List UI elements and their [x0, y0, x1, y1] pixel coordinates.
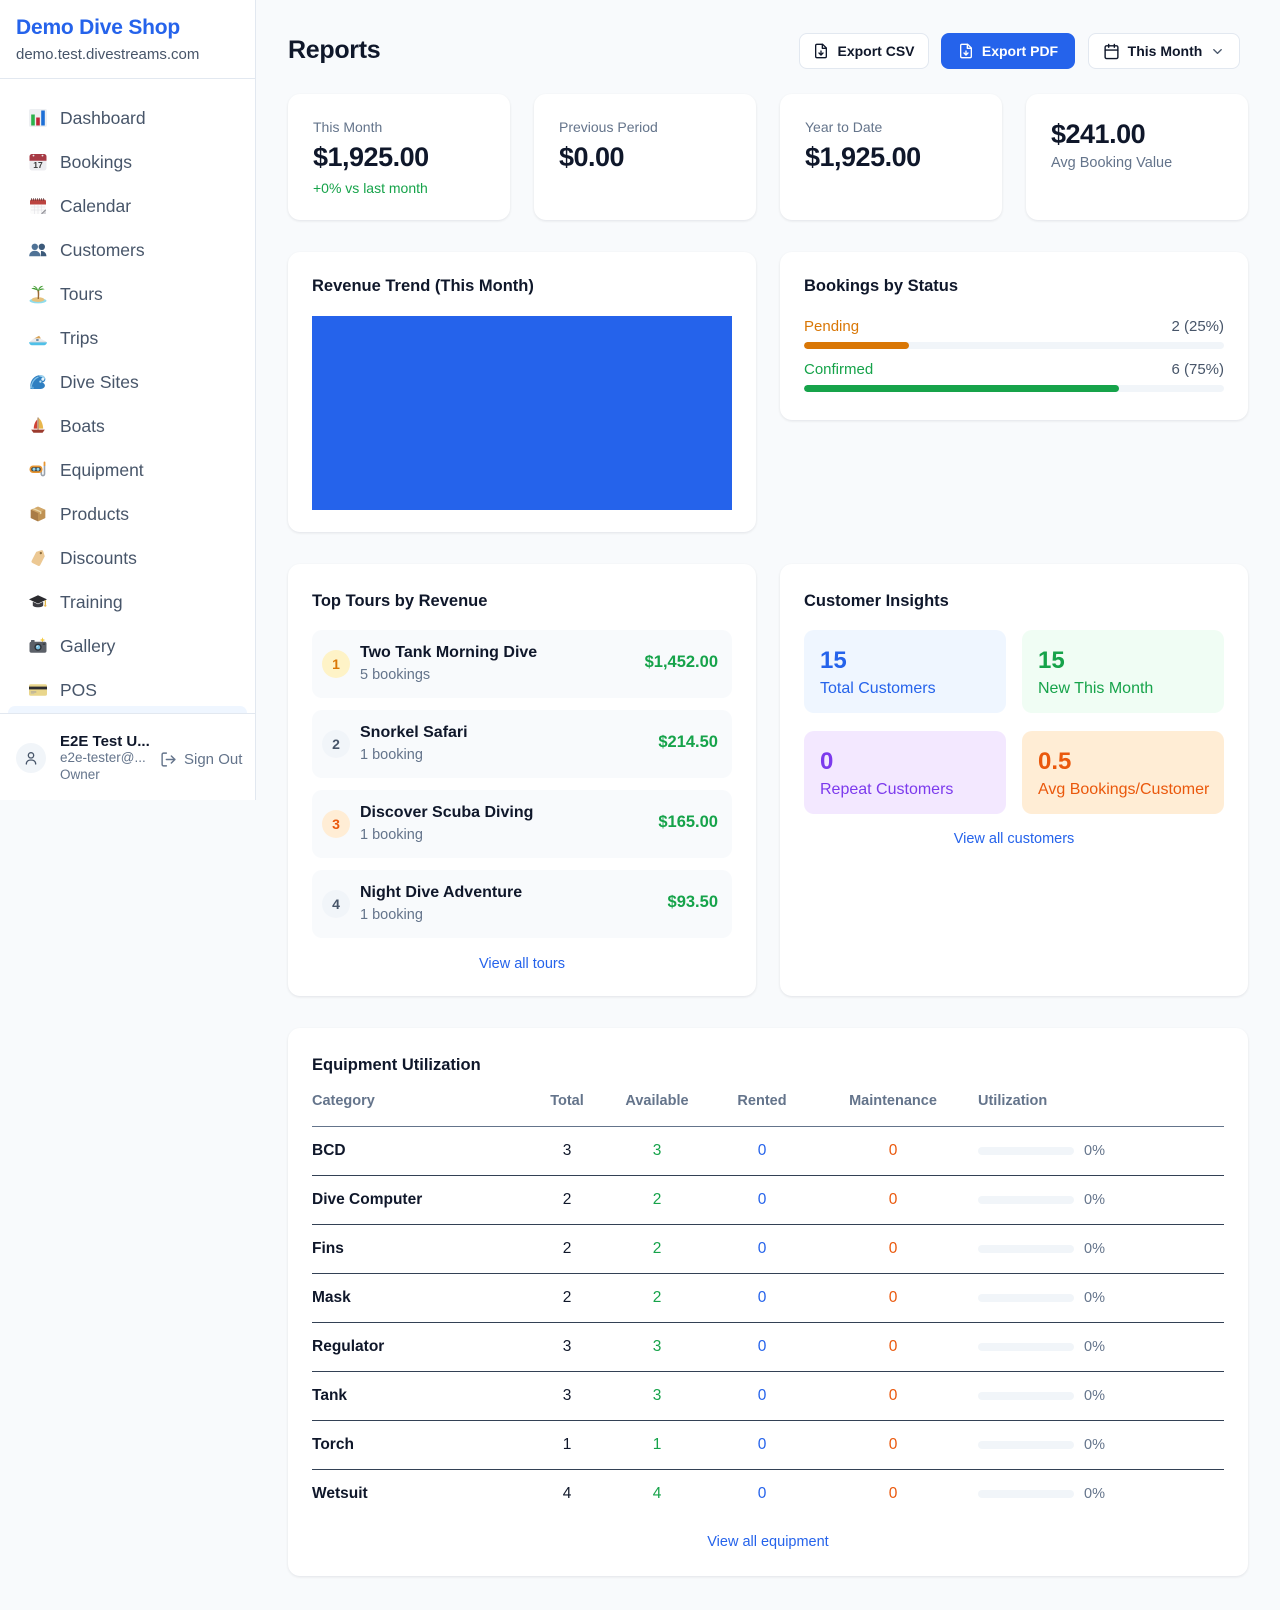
svg-text:17: 17: [33, 160, 43, 170]
